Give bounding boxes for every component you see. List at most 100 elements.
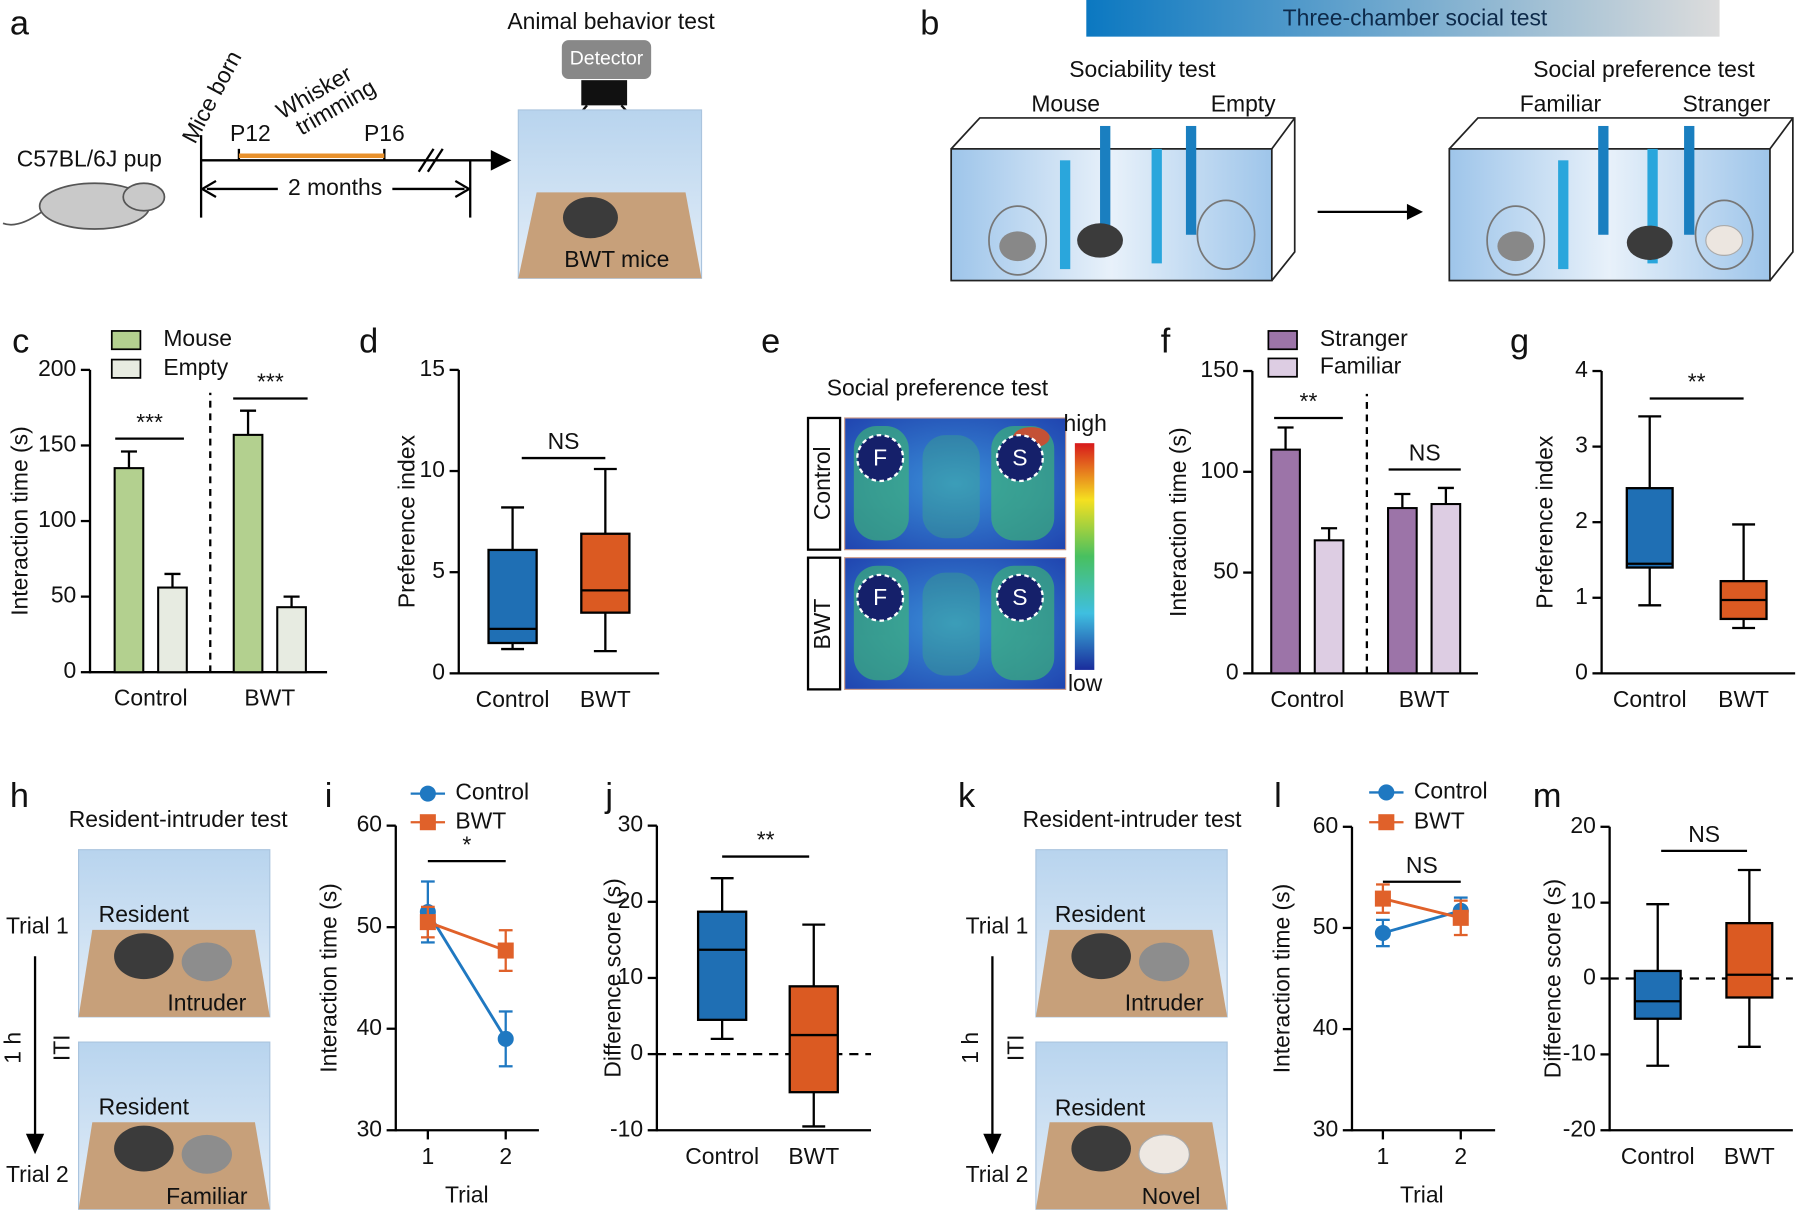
legend-label: Stranger: [1320, 325, 1408, 351]
arrowhead: [1406, 203, 1423, 220]
mouse: [1071, 1125, 1131, 1172]
mouse: [114, 1125, 174, 1172]
panel-h: h Resident-intruder test Trial 1 Trial 2…: [0, 777, 288, 1210]
mouse: [114, 933, 174, 980]
y-tick-label: 0: [64, 657, 77, 683]
y-tick-label: 30: [618, 811, 643, 837]
point: [1374, 924, 1391, 942]
y-tick-label: 50: [51, 582, 76, 608]
role-label: Familiar: [166, 1183, 248, 1209]
point: [1374, 890, 1391, 907]
point: [497, 942, 514, 959]
mouse: [1626, 225, 1673, 260]
significance-label: NS: [1406, 852, 1438, 878]
trial-label: Trial 1: [6, 913, 69, 939]
role-label: Resident: [1055, 1095, 1146, 1121]
chamber-markers: [856, 434, 1044, 622]
trial-label: Trial 2: [966, 1161, 1029, 1187]
x-tick-label: BWT: [1399, 686, 1450, 712]
significance-label: NS: [1409, 440, 1441, 466]
panel-letter: b: [920, 4, 939, 42]
door: [1185, 125, 1197, 235]
role-label: Novel: [1142, 1183, 1201, 1209]
y-tick-label: 50: [357, 912, 382, 938]
y-tick-label: 10: [1570, 888, 1595, 914]
panel-letter: c: [12, 323, 29, 361]
legend-marker: [1378, 814, 1395, 831]
box: [580, 532, 631, 614]
label-bg: [277, 175, 393, 203]
legend-swatch: [1267, 330, 1298, 351]
y-axis-label: Interaction time (s): [1268, 884, 1294, 1074]
interval: 1 h: [0, 1032, 25, 1064]
mouse: [562, 196, 618, 239]
chamber: [1448, 148, 1771, 282]
detector-label: Detector: [570, 48, 644, 70]
y-tick-label: 10: [420, 456, 445, 482]
significance-label: **: [1300, 388, 1318, 414]
arrowhead: [490, 150, 512, 171]
door: [1647, 148, 1658, 264]
x-tick-label: Control: [114, 685, 188, 711]
mouse: [1497, 231, 1535, 262]
mouse: [1705, 225, 1744, 256]
y-tick-label: -10: [610, 1115, 643, 1141]
bar: [1430, 503, 1462, 675]
y-axis-label: Preference index: [393, 435, 419, 609]
line: [427, 920, 507, 952]
x-tick-label: 1: [421, 1143, 434, 1169]
row-label-box: [806, 556, 842, 691]
row-label: BWT: [809, 599, 835, 650]
duration: 2 months: [288, 174, 382, 200]
x-tick-label: Control: [1613, 686, 1687, 712]
x-tick-label: 1: [1377, 1143, 1390, 1169]
door: [1100, 125, 1111, 235]
cage: [988, 205, 1048, 276]
panel-letter: h: [10, 777, 29, 815]
test-title: Social preference test: [1533, 56, 1755, 82]
panel-letter: d: [359, 323, 378, 361]
y-tick-label: -10: [1563, 1039, 1596, 1065]
legend-label: BWT: [1414, 807, 1465, 833]
detector: [561, 40, 652, 80]
y-tick-label: 60: [357, 811, 382, 837]
bar: [276, 606, 307, 674]
role-label: Intruder: [1125, 989, 1204, 1015]
point: [419, 914, 436, 931]
point: [497, 1030, 514, 1047]
break: [426, 148, 444, 173]
arrowhead: [25, 1133, 45, 1155]
box: [1633, 969, 1682, 1020]
x-tick-label: Control: [1270, 686, 1344, 712]
colorbar-label: low: [1068, 670, 1103, 696]
y-tick-label: 2: [1575, 507, 1588, 533]
y-tick-label: 20: [618, 887, 643, 913]
y-tick-label: 3: [1575, 432, 1588, 458]
panel-letter: j: [604, 777, 613, 815]
bar: [232, 433, 264, 674]
mouse: [181, 1134, 233, 1174]
y-axis-label: Interaction time (s): [1165, 427, 1191, 617]
arrowhead: [983, 1133, 1002, 1155]
role-label: Resident: [99, 901, 190, 927]
y-tick-label: 0: [432, 658, 445, 684]
y-tick-label: 50: [1313, 913, 1338, 939]
y-tick-label: 60: [1313, 812, 1338, 838]
chamber: [950, 148, 1273, 282]
trial-label: Trial 1: [966, 913, 1029, 939]
box: [1625, 487, 1674, 569]
y-tick-label: 50: [1213, 558, 1238, 584]
legend-swatch: [110, 358, 142, 379]
role-label: Resident: [1055, 901, 1146, 927]
start-label: P12: [230, 120, 271, 146]
door: [1684, 125, 1695, 235]
test-title: Sociability test: [1069, 56, 1216, 82]
trial-label: Trial 2: [6, 1161, 69, 1187]
y-tick-label: 40: [357, 1014, 382, 1040]
y-tick-label: 100: [1200, 457, 1238, 483]
y-tick-label: 0: [630, 1039, 643, 1065]
chamber-label: Mouse: [1031, 90, 1100, 116]
mouse: [1138, 942, 1190, 982]
panel-letter: a: [10, 4, 30, 42]
